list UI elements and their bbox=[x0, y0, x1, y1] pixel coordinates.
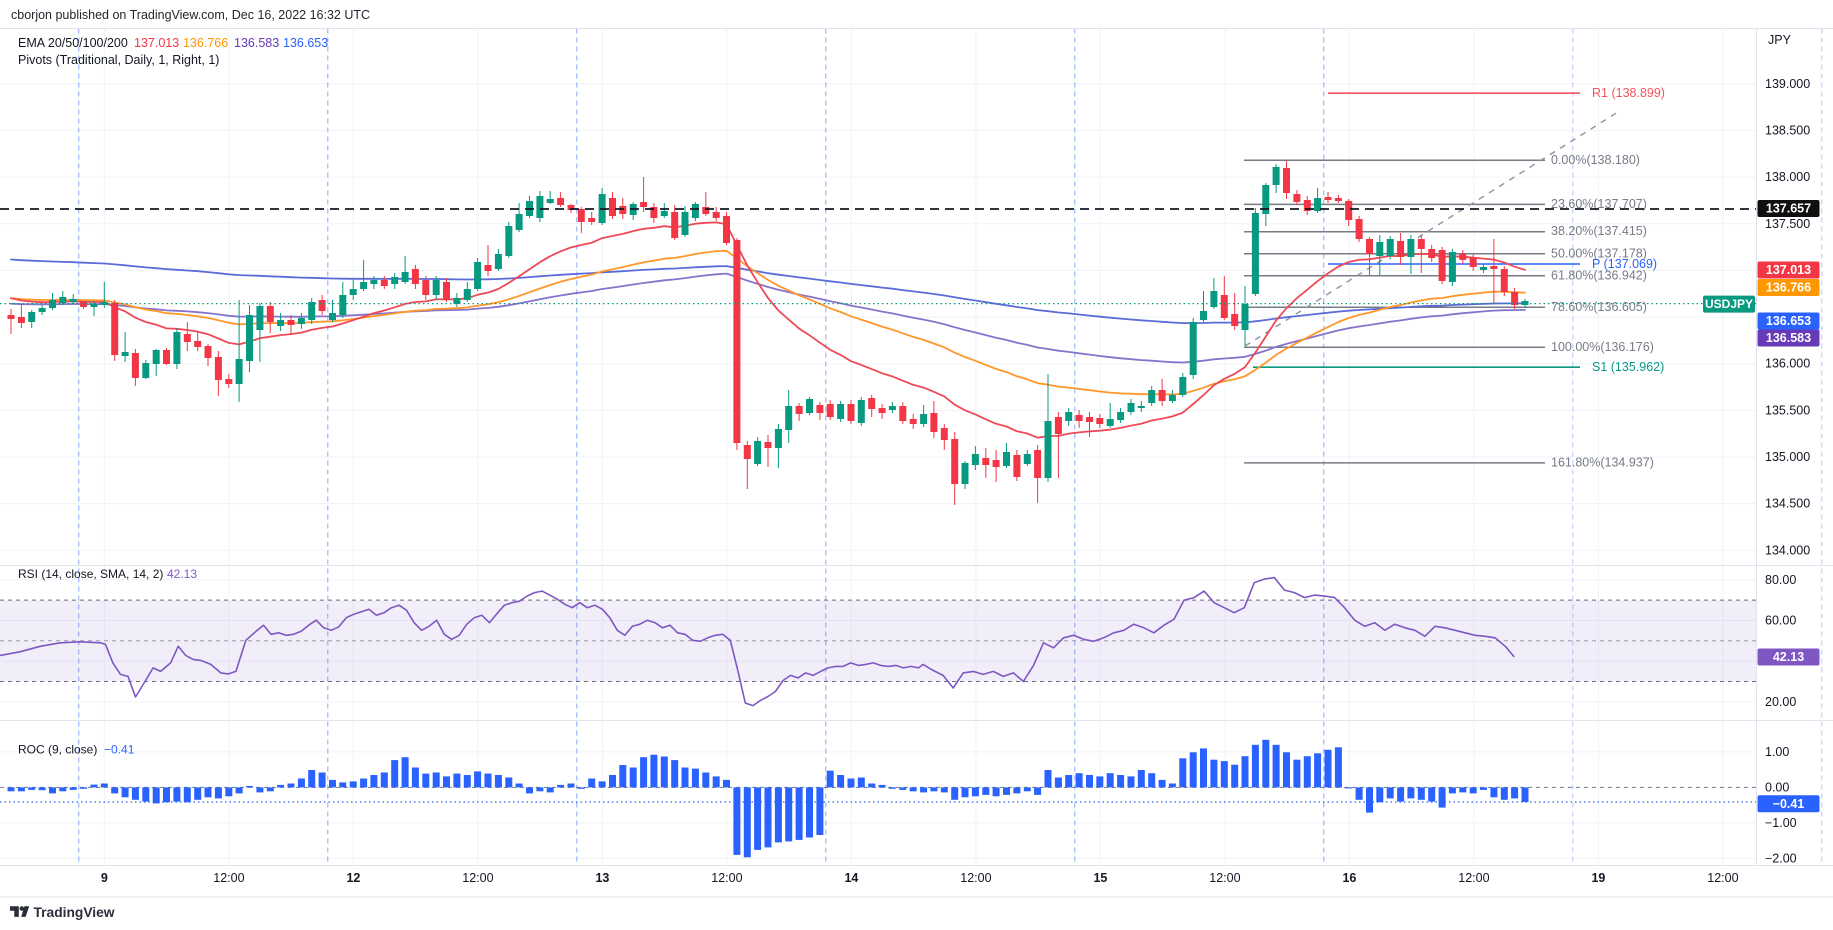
svg-text:60.00: 60.00 bbox=[1765, 614, 1796, 628]
svg-text:12:00: 12:00 bbox=[1707, 871, 1738, 885]
svg-text:23.60%(137.707): 23.60%(137.707) bbox=[1551, 197, 1647, 211]
svg-text:135.500: 135.500 bbox=[1765, 403, 1810, 417]
svg-text:12:00: 12:00 bbox=[462, 871, 493, 885]
svg-text:Pivots (Traditional, Daily, 1,: Pivots (Traditional, Daily, 1, Right, 1) bbox=[18, 53, 219, 67]
svg-text:42.13: 42.13 bbox=[1773, 650, 1804, 664]
svg-text:137.500: 137.500 bbox=[1765, 217, 1810, 231]
svg-text:19: 19 bbox=[1591, 871, 1605, 885]
svg-text:136.653: 136.653 bbox=[1766, 314, 1811, 328]
svg-text:RSI (14, close, SMA, 14, 2): RSI (14, close, SMA, 14, 2) bbox=[18, 567, 163, 581]
svg-text:136.583: 136.583 bbox=[1766, 331, 1811, 345]
svg-text:15: 15 bbox=[1093, 871, 1107, 885]
svg-text:12:00: 12:00 bbox=[1458, 871, 1489, 885]
svg-text:14: 14 bbox=[844, 871, 858, 885]
svg-text:13: 13 bbox=[595, 871, 609, 885]
svg-text:TradingView: TradingView bbox=[34, 905, 115, 920]
svg-text:161.80%(134.937): 161.80%(134.937) bbox=[1551, 455, 1654, 469]
svg-text:1.00: 1.00 bbox=[1765, 745, 1789, 759]
svg-text:12:00: 12:00 bbox=[1209, 871, 1240, 885]
svg-text:USDJPY: USDJPY bbox=[1705, 297, 1753, 311]
svg-text:138.000: 138.000 bbox=[1765, 170, 1810, 184]
svg-text:61.80%(136.942): 61.80%(136.942) bbox=[1551, 268, 1647, 282]
svg-text:−0.41: −0.41 bbox=[104, 743, 135, 757]
svg-text:139.000: 139.000 bbox=[1765, 77, 1810, 91]
svg-text:−1.00: −1.00 bbox=[1765, 816, 1797, 830]
svg-text:138.500: 138.500 bbox=[1765, 123, 1810, 137]
svg-text:136.000: 136.000 bbox=[1765, 357, 1810, 371]
svg-text:R1 (138.899): R1 (138.899) bbox=[1592, 86, 1665, 100]
svg-text:20.00: 20.00 bbox=[1765, 695, 1796, 709]
svg-text:137.013: 137.013 bbox=[134, 36, 179, 50]
svg-text:134.000: 134.000 bbox=[1765, 543, 1810, 557]
svg-text:12:00: 12:00 bbox=[213, 871, 244, 885]
svg-text:137.013: 137.013 bbox=[1766, 263, 1811, 277]
svg-text:P (137.069): P (137.069) bbox=[1592, 257, 1657, 271]
svg-text:16: 16 bbox=[1342, 871, 1356, 885]
svg-text:12: 12 bbox=[346, 871, 360, 885]
svg-text:−2.00: −2.00 bbox=[1765, 851, 1797, 865]
svg-text:100.00%(136.176): 100.00%(136.176) bbox=[1551, 340, 1654, 354]
svg-text:42.13: 42.13 bbox=[167, 567, 197, 581]
svg-text:134.500: 134.500 bbox=[1765, 497, 1810, 511]
svg-text:136.766: 136.766 bbox=[183, 36, 228, 50]
svg-text:JPY: JPY bbox=[1768, 33, 1792, 47]
svg-text:0.00: 0.00 bbox=[1765, 780, 1789, 794]
svg-text:136.583: 136.583 bbox=[234, 36, 279, 50]
svg-text:S1 (135.962): S1 (135.962) bbox=[1592, 360, 1664, 374]
svg-text:80.00: 80.00 bbox=[1765, 573, 1796, 587]
svg-text:50.00%(137.178): 50.00%(137.178) bbox=[1551, 246, 1647, 260]
svg-text:38.20%(137.415): 38.20%(137.415) bbox=[1551, 224, 1647, 238]
svg-text:12:00: 12:00 bbox=[711, 871, 742, 885]
svg-text:136.653: 136.653 bbox=[283, 36, 328, 50]
svg-text:12:00: 12:00 bbox=[960, 871, 991, 885]
svg-text:ROC (9, close): ROC (9, close) bbox=[18, 743, 97, 757]
svg-text:137.657: 137.657 bbox=[1766, 202, 1811, 216]
svg-text:−0.41: −0.41 bbox=[1773, 797, 1805, 811]
svg-text:0.00%(138.180): 0.00%(138.180) bbox=[1551, 153, 1640, 167]
svg-text:EMA 20/50/100/200: EMA 20/50/100/200 bbox=[18, 36, 128, 50]
svg-text:136.766: 136.766 bbox=[1766, 281, 1811, 295]
svg-text:78.60%(136.605): 78.60%(136.605) bbox=[1551, 300, 1647, 314]
svg-text:9: 9 bbox=[101, 871, 108, 885]
svg-text:135.000: 135.000 bbox=[1765, 450, 1810, 464]
svg-text:cborjon published on TradingVi: cborjon published on TradingView.com, De… bbox=[11, 8, 370, 22]
